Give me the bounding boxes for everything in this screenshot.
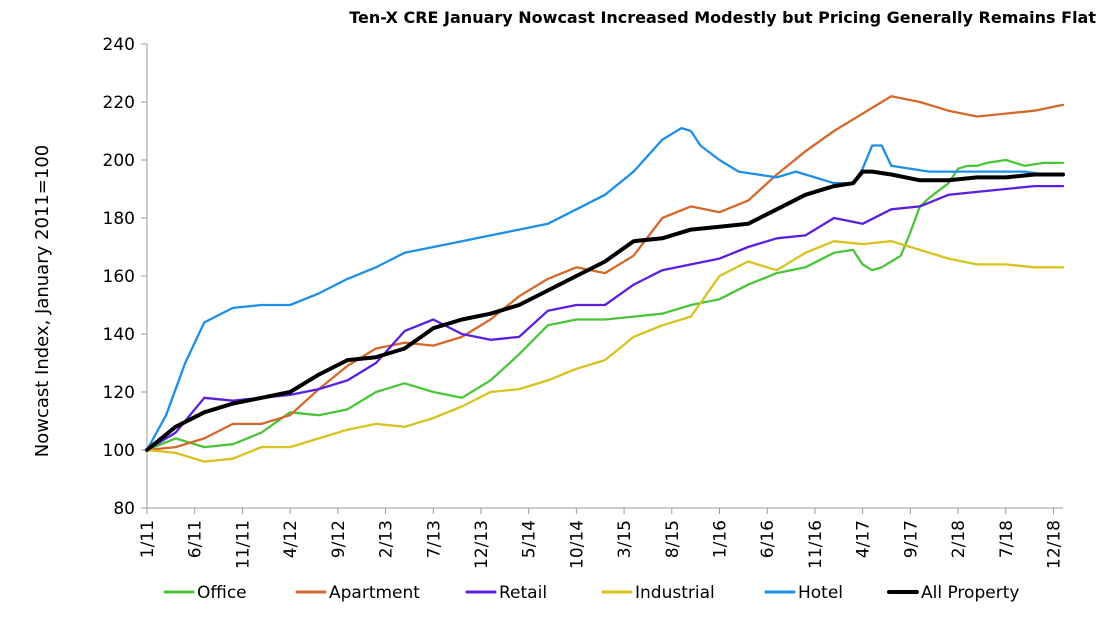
- y-tick-label: 140: [103, 325, 135, 345]
- x-tick-label: 1/11: [138, 520, 158, 558]
- x-tick-label: 3/15: [615, 520, 635, 558]
- series-line-retail: [145, 184, 1065, 452]
- series-line-industrial: [145, 240, 1065, 463]
- y-tick-label: 100: [103, 441, 135, 461]
- y-tick-label: 220: [103, 93, 135, 113]
- series-line-apartment: [145, 95, 1065, 452]
- y-tick-label: 240: [103, 35, 135, 55]
- x-tick-label: 5/14: [520, 520, 540, 558]
- series-line-hotel: [145, 126, 1065, 452]
- legend-label-all-property: All Property: [921, 583, 1019, 603]
- series-lines: [145, 95, 1065, 463]
- x-tick-label: 2/13: [377, 520, 397, 558]
- x-tick-label: 4/17: [854, 520, 874, 558]
- x-tick-label: 11/11: [233, 520, 253, 569]
- legend-label-apartment: Apartment: [329, 583, 420, 603]
- y-axis-title: Nowcast Index, January 2011=100: [32, 145, 53, 458]
- x-tick-label: 12/18: [1044, 520, 1064, 569]
- y-tick-label: 120: [103, 383, 135, 403]
- legend: Office Apartment Retail Industrial Hotel All …: [163, 583, 1019, 603]
- x-tick-label: 9/17: [901, 520, 921, 558]
- x-tick-label: 1/16: [711, 520, 731, 558]
- x-tick-label: 6/16: [758, 520, 778, 558]
- x-tick-label: 10/14: [567, 520, 587, 569]
- legend-label-hotel: Hotel: [798, 583, 843, 603]
- y-tick-label: 80: [113, 499, 135, 519]
- x-tick-label: 7/18: [997, 520, 1017, 558]
- x-tick-label: 9/12: [329, 520, 349, 558]
- legend-label-industrial: Industrial: [635, 583, 715, 603]
- x-tick-label: 11/16: [806, 520, 826, 569]
- series-line-all-property: [145, 169, 1065, 452]
- y-tick-label: 200: [103, 151, 135, 171]
- legend-label-retail: Retail: [499, 583, 547, 603]
- x-tick-label: 8/15: [663, 520, 683, 558]
- series-line-office: [145, 158, 1065, 452]
- x-tick-label: 6/11: [186, 520, 206, 558]
- x-tick-label: 12/13: [472, 520, 492, 569]
- x-tick-label: 2/18: [949, 520, 969, 558]
- y-tick-label: 180: [103, 209, 135, 229]
- chart-title: Ten-X CRE January Nowcast Increased Mode…: [349, 8, 1096, 27]
- x-tick-label: 4/12: [281, 520, 301, 558]
- y-tick-label: 160: [103, 267, 135, 287]
- x-tick-label: 7/13: [424, 520, 444, 558]
- axes: 80 100 120 140 160 180 200 220 240 1/11 6/11 11/11 4…: [103, 35, 1065, 569]
- legend-label-office: Office: [197, 583, 247, 603]
